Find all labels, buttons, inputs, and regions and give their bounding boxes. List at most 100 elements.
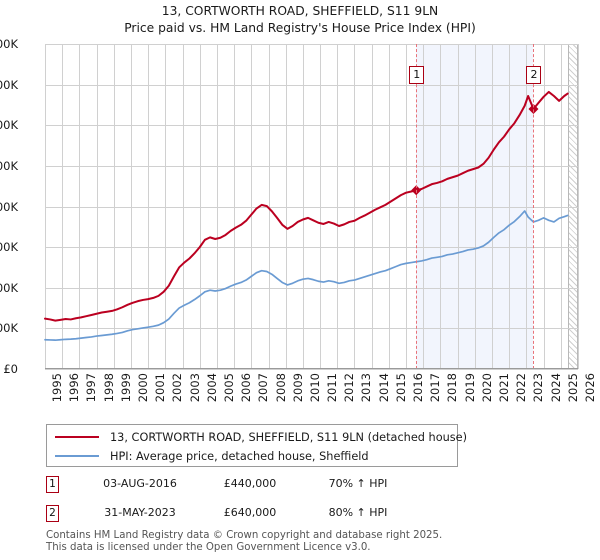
x-axis-tick-label: 2006 xyxy=(239,373,254,403)
footer-copyright: Contains HM Land Registry data © Crown c… xyxy=(46,530,443,541)
txn-badge-1: 1 xyxy=(46,476,59,493)
x-axis-tick-label: 2019 xyxy=(462,373,477,403)
gridline-vertical xyxy=(509,44,510,369)
y-axis-tick-label: £700K xyxy=(0,77,18,92)
x-axis-tick-label: 2012 xyxy=(342,373,357,403)
txn-badge-2: 2 xyxy=(46,505,59,522)
table-row[interactable]: 2 31-MAY-2023 £640,000 80% ↑ HPI xyxy=(46,505,458,525)
gridline-horizontal xyxy=(45,328,578,329)
gridline-vertical xyxy=(337,44,338,369)
y-axis-tick-label: £600K xyxy=(0,118,18,133)
x-axis-tick-label: 2009 xyxy=(290,373,305,403)
x-axis-tick-label: 2021 xyxy=(497,373,512,403)
gridline-vertical xyxy=(62,44,63,369)
legend-item-hpi: HPI: Average price, detached house, Shef… xyxy=(55,446,369,466)
gridline-vertical xyxy=(406,44,407,369)
gridline-horizontal xyxy=(45,207,578,208)
x-axis-tick-label: 2015 xyxy=(393,373,408,403)
gridline-vertical xyxy=(320,44,321,369)
y-axis-tick-label: £0 xyxy=(3,362,18,376)
x-axis-tick-label: 2011 xyxy=(325,373,340,403)
x-axis-tick-label: 2016 xyxy=(411,373,426,403)
x-axis-tick-label: 1998 xyxy=(101,373,116,403)
gridline-vertical xyxy=(544,44,545,369)
gridline-vertical xyxy=(458,44,459,369)
gridline-vertical xyxy=(131,44,132,369)
txn-price-2: £640,000 xyxy=(223,506,277,519)
gridline-vertical xyxy=(286,44,287,369)
gridline-vertical xyxy=(423,44,424,369)
gridline-vertical xyxy=(114,44,115,369)
y-axis-tick-label: £300K xyxy=(0,240,18,255)
gridline-horizontal xyxy=(45,85,578,86)
gridline-vertical xyxy=(578,44,579,369)
holding-period-shading xyxy=(416,44,534,369)
x-axis-tick-label: 2025 xyxy=(565,373,580,403)
chart-legend: 13, CORTWORTH ROAD, SHEFFIELD, S11 9LN (… xyxy=(46,424,467,467)
gridline-vertical xyxy=(492,44,493,369)
gridline-vertical xyxy=(200,44,201,369)
event-line-1 xyxy=(416,44,418,369)
gridline-vertical xyxy=(183,44,184,369)
x-axis-tick-label: 2003 xyxy=(187,373,202,403)
legend-label-property: 13, CORTWORTH ROAD, SHEFFIELD, S11 9LN (… xyxy=(110,430,468,444)
x-axis-tick-label: 2017 xyxy=(428,373,443,403)
chart-badge-1[interactable]: 1 xyxy=(409,66,425,84)
legend-swatch-hpi xyxy=(55,455,99,457)
chart-badge-2[interactable]: 2 xyxy=(526,66,542,84)
x-axis-tick-label: 2005 xyxy=(221,373,236,403)
x-axis-tick-label: 2001 xyxy=(153,373,168,403)
gridline-horizontal xyxy=(45,288,578,289)
gridline-vertical xyxy=(251,44,252,369)
txn-hpi-delta-1: 70% ↑ HPI xyxy=(328,477,388,490)
gridline-vertical xyxy=(165,44,166,369)
legend-item-property: 13, CORTWORTH ROAD, SHEFFIELD, S11 9LN (… xyxy=(55,427,467,447)
x-axis-tick-label: 1996 xyxy=(67,373,82,403)
gridline-vertical xyxy=(217,44,218,369)
title-subtitle: Price paid vs. HM Land Registry's House … xyxy=(124,21,476,35)
table-row[interactable]: 1 03-AUG-2016 £440,000 70% ↑ HPI xyxy=(46,476,458,496)
x-axis-tick-label: 1995 xyxy=(50,373,64,403)
x-axis-tick-label: 2000 xyxy=(135,373,150,403)
event-line-2 xyxy=(533,44,535,369)
x-axis-tick-label: 2026 xyxy=(583,373,597,403)
x-axis-tick-label: 2018 xyxy=(445,373,460,403)
gridline-vertical xyxy=(269,44,270,369)
gridline-vertical xyxy=(234,44,235,369)
gridline-vertical xyxy=(97,44,98,369)
txn-date-2: 31-MAY-2023 xyxy=(104,506,176,519)
gridline-horizontal xyxy=(45,247,578,248)
txn-date-1: 03-AUG-2016 xyxy=(103,477,177,490)
y-axis-tick-label: £500K xyxy=(0,158,18,173)
chart-series-layer xyxy=(44,90,569,342)
x-axis-tick-label: 2023 xyxy=(531,373,546,403)
gridline-vertical xyxy=(561,44,562,369)
attribution-footer: Contains HM Land Registry data © Crown c… xyxy=(46,530,566,553)
gridline-horizontal xyxy=(45,44,578,45)
gridline-vertical xyxy=(440,44,441,369)
gridline-horizontal xyxy=(45,125,578,126)
series-line-hpi xyxy=(44,210,569,342)
x-axis-tick-label: 1997 xyxy=(84,373,99,403)
title-address: 13, CORTWORTH ROAD, SHEFFIELD, S11 9LN xyxy=(161,4,439,18)
gridline-vertical xyxy=(45,44,46,369)
txn-price-1: £440,000 xyxy=(223,477,277,490)
x-axis-tick-label: 2013 xyxy=(359,373,374,403)
txn-hpi-delta-2: 80% ↑ HPI xyxy=(328,506,388,519)
gridline-vertical xyxy=(148,44,149,369)
gridline-vertical xyxy=(526,44,527,369)
footer-licence: This data is licensed under the Open Gov… xyxy=(46,541,371,553)
gridline-vertical xyxy=(79,44,80,369)
x-axis-tick-label: 2014 xyxy=(376,373,391,403)
x-axis-tick-label: 2010 xyxy=(307,373,322,403)
y-axis-tick-label: £800K xyxy=(0,37,18,51)
x-axis-tick-label: 1999 xyxy=(118,373,133,403)
x-axis-tick-label: 2022 xyxy=(514,373,529,403)
gridline-horizontal xyxy=(45,166,578,167)
gridline-vertical xyxy=(354,44,355,369)
y-axis-tick-label: £400K xyxy=(0,199,18,214)
x-axis-tick-label: 2007 xyxy=(256,373,271,403)
x-axis-line xyxy=(45,368,578,369)
gridline-vertical xyxy=(389,44,390,369)
